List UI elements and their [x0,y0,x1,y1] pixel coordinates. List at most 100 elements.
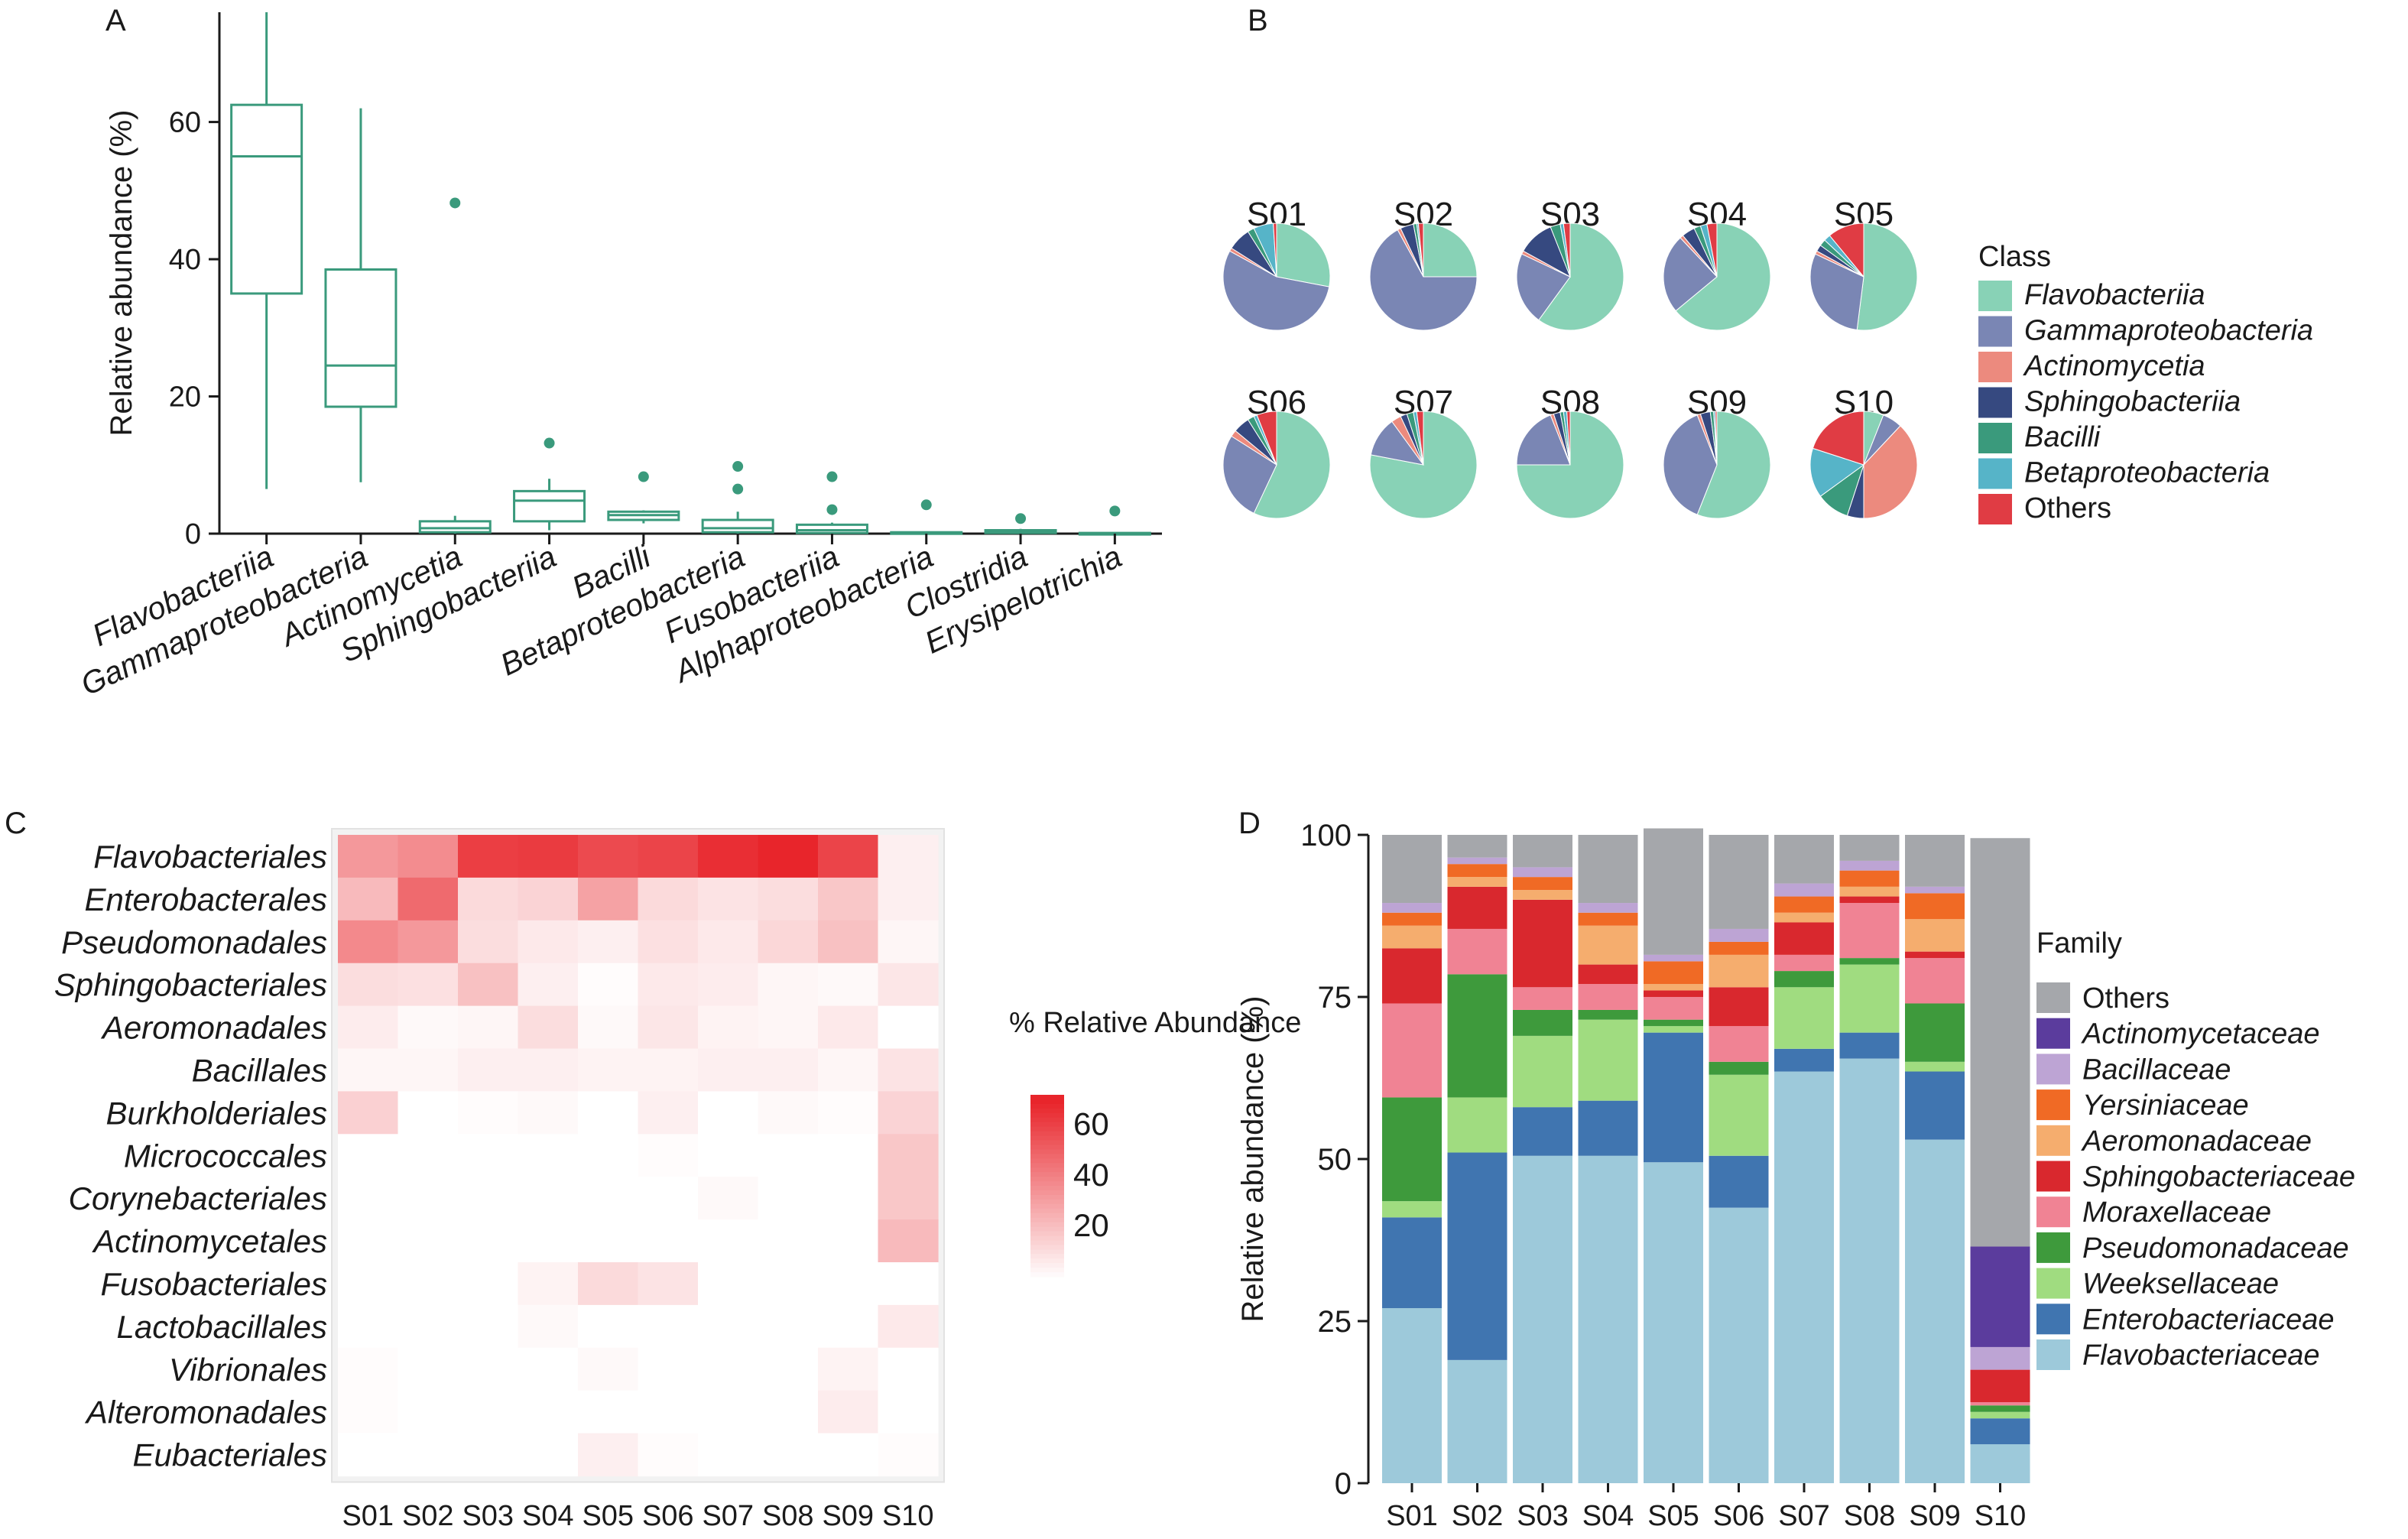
pie-slice [1256,411,1277,466]
heatmap-cell [698,1134,759,1177]
heatmap-cell [518,1304,579,1349]
box-gammaproteobacteria [324,108,398,482]
row-label: Alteromonadales [84,1395,327,1430]
bar-segment-others [1774,835,1834,884]
color-legend-band [1030,1203,1064,1209]
heatmap-cell [638,877,699,921]
bar-s09 [1905,835,1965,1483]
panel-letter-b: B [1248,4,1268,37]
heatmap-cell [338,1433,399,1477]
bar-segment-enterobacteriaceae [1382,1217,1442,1309]
color-legend-band [1030,1099,1064,1105]
heatmap-cell [818,963,879,1007]
column-label: S07 [702,1500,754,1532]
box-iqr [418,520,492,534]
box-clostridia [984,513,1057,534]
heatmap-cell [458,1048,519,1092]
bar-segment-pseudomonadaceae [1382,1097,1442,1202]
heatmap-cell [398,1048,459,1092]
legend-label: Sphingobacteriaceae [2082,1161,2355,1193]
bar-segment-bacillaceae [1447,857,1507,865]
legend-label: Weeksellaceae [2082,1268,2279,1300]
row-label: Bacillales [192,1052,327,1088]
pie-slice [1566,411,1571,466]
bar-segment-flavobacteriaceae [1970,1444,2030,1483]
heatmap-cell [638,835,699,878]
legend-swatch [1978,352,2012,382]
panel-letter-d: D [1238,807,1261,840]
bar-s10 [1970,838,2030,1483]
bar-segment-bacillaceae [1578,903,1638,913]
heatmap-cell [518,835,579,878]
heatmap-cell [338,1048,399,1092]
bar-segment-flavobacteriaceae [1839,1058,1900,1483]
bar-segment-enterobacteriaceae [1578,1100,1638,1156]
outlier-point [1015,513,1027,524]
bar-segment-enterobacteriaceae [1447,1152,1507,1360]
color-legend-tick: 40 [1073,1157,1109,1193]
heatmap-cell [518,1005,579,1050]
color-legend-band [1030,1199,1064,1205]
pie-slice [1829,222,1864,278]
heatmap-cell [698,920,759,964]
heatmap-cell [698,877,759,921]
bar-segment-others [1839,835,1900,861]
legend-label: Yersiniaceae [2082,1089,2249,1122]
bar-s07 [1774,835,1834,1483]
y-tick-label: 0 [185,518,201,550]
panel-d-stacked-bars: S01 S02 S03 S04 S05 S06 S07 S08 S09 S10 0 25 50 75 100… [1236,819,2355,1532]
heatmap-cell [578,963,639,1007]
bar-segment-pseudomonadaceae [1839,958,1900,965]
bar-segment-bacillaceae [1970,1346,2030,1370]
heatmap-cell [818,1262,879,1306]
y-tick-label: 50 [1318,1143,1352,1177]
color-legend-band [1030,1158,1064,1164]
pie-s02: S02 [1369,196,1478,331]
box-iqr [230,103,303,295]
x-tick-label: S10 [1975,1500,2027,1532]
legend-label: Actinomycetia [2023,350,2205,382]
heatmap-cell [758,1347,819,1391]
bar-segment-aeromonadaceae [1839,886,1900,897]
box-betaproteobacteria [701,461,774,534]
bar-segment-flavobacteriaceae [1382,1308,1442,1483]
pie-s08: S08 [1516,384,1624,519]
bar-segment-sphingobacteriaceae [1513,899,1572,988]
bar-segment-aeromonadaceae [1513,890,1572,900]
pie-slice [1696,411,1771,519]
pie-s01: S01 [1222,196,1331,331]
heatmap-cell [878,1091,939,1135]
heatmap-cell [878,1005,939,1050]
legend-swatch [1978,494,2012,524]
bar-segment-flavobacteriaceae [1513,1155,1572,1483]
heatmap-cell [638,1134,699,1177]
bar-segment-sphingobacteriaceae [1970,1369,2030,1402]
bar-segment-weeksellaceae [1382,1201,1442,1218]
bar-s04 [1578,835,1638,1483]
pie-s03: S03 [1516,196,1624,331]
pie-slice [1273,222,1277,278]
heatmap-cell [578,1048,639,1092]
legend-label: Others [2024,492,2111,524]
heatmap-cell [578,877,639,921]
color-legend-band [1030,1240,1064,1245]
outlier-point [449,197,461,209]
pie-slice [1276,222,1331,287]
bar-segment-flavobacteriaceae [1774,1071,1834,1483]
pie-slice [1222,435,1277,515]
heatmap-cell [398,1390,459,1434]
heatmap-cell [638,920,699,964]
color-legend-band [1030,1112,1064,1119]
heatmap-cell [758,1048,819,1092]
legend-label: Bacillaceae [2082,1054,2231,1086]
legend-swatch [2036,1304,2070,1335]
x-tick-label: S08 [1844,1500,1896,1532]
legend-swatch [2036,1018,2070,1049]
heatmap-cell [758,1262,819,1306]
pie-slice [1516,414,1571,466]
legend-label: Gammaproteobacteria [2024,315,2313,347]
heatmap-cell [398,1219,459,1263]
heatmap-cell [758,877,819,921]
bar-segment-aeromonadaceae [1382,925,1442,949]
